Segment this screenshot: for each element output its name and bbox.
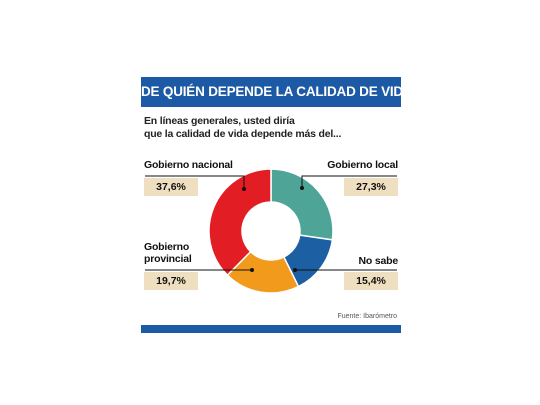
label-gobierno-provincial-line1: Gobierno bbox=[144, 241, 190, 253]
leader-dot-nacional bbox=[242, 187, 246, 191]
value-gobierno-local: 27,3% bbox=[344, 178, 398, 196]
slice-gobierno-local bbox=[270, 168, 334, 241]
chart-title: DE QUIÉN DEPENDE LA CALIDAD DE VIDA bbox=[141, 77, 401, 107]
leader-dot-provincial bbox=[250, 268, 254, 272]
leader-dot-local bbox=[300, 186, 304, 190]
label-gobierno-local: Gobierno local bbox=[327, 159, 398, 171]
slice-gobierno-nacional bbox=[208, 168, 272, 277]
infographic-card: DE QUIÉN DEPENDE LA CALIDAD DE VIDA En l… bbox=[141, 77, 401, 333]
value-no-sabe: 15,4% bbox=[344, 272, 398, 290]
value-gobierno-nacional: 37,6% bbox=[144, 178, 198, 196]
survey-question: En líneas generales, usted diría que la … bbox=[144, 115, 394, 141]
question-line-1: En líneas generales, usted diría bbox=[144, 115, 295, 127]
bottom-bar bbox=[141, 325, 401, 333]
question-line-2: que la calidad de vida depende más del..… bbox=[144, 128, 342, 140]
source-note: Fuente: Ibarómetro bbox=[337, 313, 397, 320]
donut-slices bbox=[208, 168, 334, 294]
leader-lines bbox=[145, 175, 397, 272]
donut-chart bbox=[145, 168, 397, 294]
label-gobierno-provincial: Gobierno provincial bbox=[144, 241, 192, 265]
label-no-sabe: No sabe bbox=[358, 255, 399, 267]
label-gobierno-nacional: Gobierno nacional bbox=[144, 159, 233, 171]
leader-line-local bbox=[301, 175, 397, 188]
leader-dot-nosabe bbox=[293, 268, 297, 272]
value-gobierno-provincial: 19,7% bbox=[144, 272, 198, 290]
label-gobierno-provincial-line2: provincial bbox=[144, 253, 192, 265]
leader-line-nacional bbox=[145, 175, 245, 189]
